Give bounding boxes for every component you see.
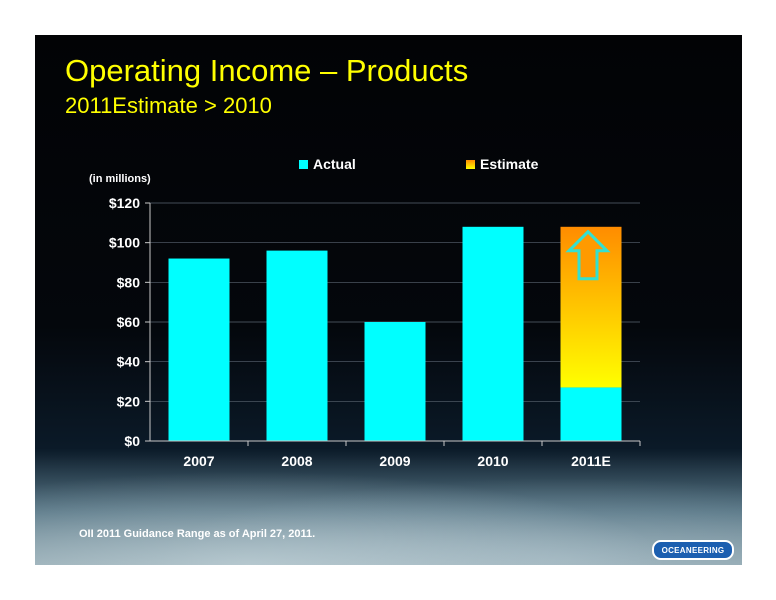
legend-estimate: Estimate [466, 156, 538, 172]
y-tick-label: $120 [109, 195, 140, 211]
slide-title: Operating Income – Products [65, 53, 469, 88]
x-tick-label-2010: 2010 [477, 453, 508, 469]
bar-actual-2007 [168, 258, 230, 441]
y-tick-label: $40 [117, 354, 141, 370]
legend-swatch-estimate [466, 159, 475, 169]
y-tick-label: $20 [117, 393, 141, 409]
legend-swatch-actual [299, 159, 308, 169]
slide: Operating Income – Products 2011Estimate… [35, 35, 742, 565]
bar-actual-2008 [266, 250, 328, 441]
bar-actual-2009 [364, 322, 426, 441]
guidance-footnote: OII 2011 Guidance Range as of April 27, … [79, 528, 316, 540]
y-tick-label: $100 [109, 235, 140, 251]
seafloor-background [35, 455, 742, 565]
x-tick-label-2009: 2009 [379, 453, 410, 469]
bar-actual-2010 [462, 226, 524, 441]
x-tick-label-2007: 2007 [183, 453, 214, 469]
bar-chart: $0 $20 $40 $60 $80 $100 $120 2007 2008 2009 2010 20… [109, 195, 641, 469]
slide-subtitle: 2011Estimate > 2010 [65, 93, 272, 118]
x-tick-label-2011e: 2011E [571, 453, 611, 469]
legend-actual: Actual [299, 156, 356, 172]
y-tick-label: $80 [117, 274, 141, 290]
x-tick-label-2008: 2008 [281, 453, 312, 469]
up-arrow-icon [565, 229, 611, 281]
legend-label-estimate: Estimate [480, 156, 539, 172]
bar-actual-2011e [560, 387, 622, 441]
y-tick-label: $0 [124, 433, 140, 449]
legend-label-actual: Actual [313, 156, 356, 172]
units-note: (in millions) [89, 173, 151, 185]
y-tick-label: $60 [117, 314, 141, 330]
oceaneering-logo: OCEANEERING [652, 540, 734, 560]
